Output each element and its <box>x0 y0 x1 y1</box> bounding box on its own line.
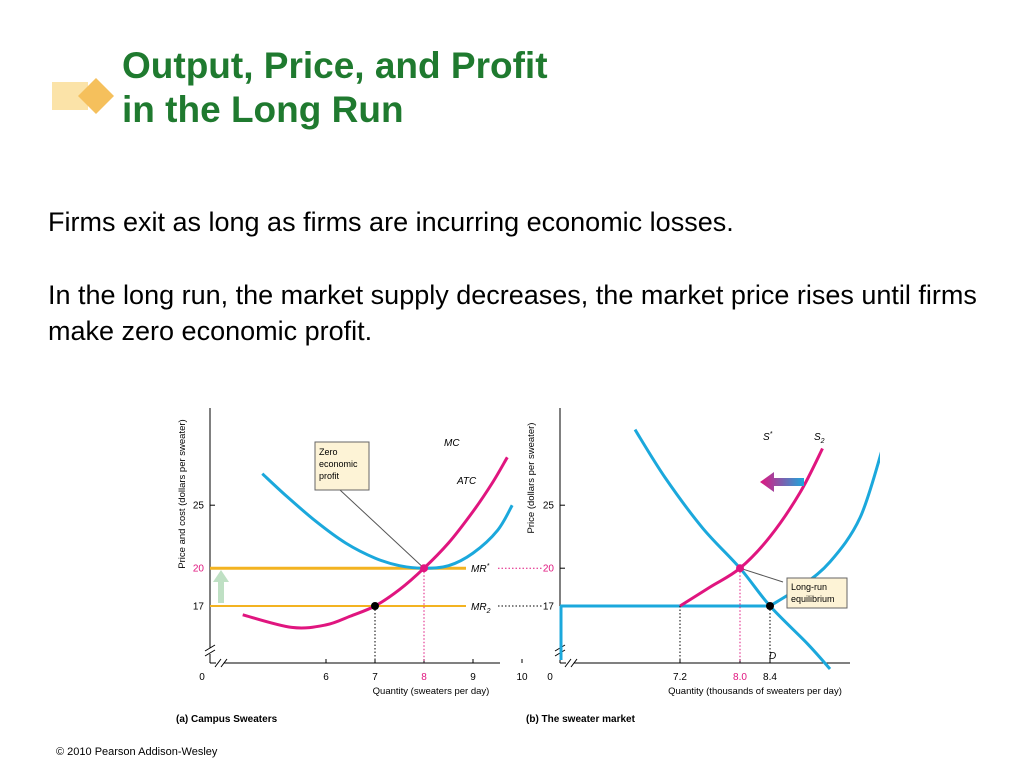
x-tick-label: 7.2 <box>673 672 687 683</box>
y-axis-title: Price and cost (dollars per sweater) <box>177 419 188 568</box>
old-equilibrium-point <box>766 602 774 610</box>
y-tick-label: 25 <box>543 501 555 512</box>
callout-text: economic <box>319 459 358 469</box>
chart-caption: (b) The sweater market <box>526 714 636 725</box>
callout-leader <box>339 489 425 569</box>
mc-curve <box>242 456 509 630</box>
atc-label: ATC <box>456 476 477 487</box>
x-axis-title: Quantity (thousands of sweaters per day) <box>668 686 842 697</box>
initial-equilibrium-point <box>736 564 744 573</box>
shift-left-arrow-icon <box>760 472 804 492</box>
callout-text: Long-run <box>791 582 827 592</box>
callout-text: equilibrium <box>791 594 835 604</box>
x-tick-label: 8.0 <box>733 672 747 683</box>
title-line-2: in the Long Run <box>122 89 404 130</box>
s2-label: S2 <box>814 432 825 445</box>
callout-box <box>786 577 848 609</box>
up-arrow-icon <box>213 570 229 603</box>
y-tick-label: 20 <box>193 564 205 575</box>
chart-caption: (a) Campus Sweaters <box>176 714 278 725</box>
chart-b-sweater-market: 17 20 25 7.2 8.0 8.4 0 S* S2 D Long-run equilibrium… <box>526 408 880 725</box>
mr2-label: MR2 <box>471 602 491 615</box>
callout-box <box>314 441 370 491</box>
callout-leader <box>739 567 784 583</box>
callout-text: profit <box>319 471 340 481</box>
demand-curve <box>633 428 832 670</box>
loss-point <box>371 602 379 610</box>
title-line-1: Output, Price, and Profit <box>122 45 548 86</box>
body-paragraph-1: Firms exit as long as firms are incurrin… <box>48 207 734 237</box>
slide-title: Output, Price, and Profit in the Long Ru… <box>122 44 548 132</box>
callout-text: Zero <box>319 447 338 457</box>
s-star-label: S* <box>763 431 773 443</box>
y-axis-title: Price (dollars per sweater) <box>526 423 537 534</box>
y-tick-label: 25 <box>193 501 205 512</box>
origin-label: 0 <box>199 672 205 683</box>
x-axis-break-icon <box>214 658 228 668</box>
y-tick-label: 17 <box>543 602 555 613</box>
y-tick-label: 17 <box>193 602 205 613</box>
chart-a-campus-sweaters: 17 20 25 6 7 8 9 10 0 MR* MR2 MC ATC Zero economic prof… <box>176 408 542 725</box>
x-axis-break-icon <box>564 658 578 668</box>
x-tick-label: 10 <box>516 672 528 683</box>
mr-star-label: MR* <box>471 563 490 575</box>
supply-s-star-curve <box>679 447 824 608</box>
x-tick-label: 7 <box>372 672 378 683</box>
diamond-bullet-icon <box>52 78 114 114</box>
y-axis-break-icon <box>204 644 216 657</box>
equilibrium-point <box>420 564 428 573</box>
charts-figure: 17 20 25 6 7 8 9 10 0 MR* MR2 MC ATC Zero economic prof… <box>176 408 880 725</box>
d-label: D <box>769 651 776 662</box>
mc-label: MC <box>444 438 460 449</box>
x-tick-label: 9 <box>470 672 476 683</box>
body-paragraph-2: In the long run, the market supply decre… <box>48 280 977 346</box>
y-tick-label: 20 <box>543 564 555 575</box>
x-tick-label: 8.4 <box>763 672 777 683</box>
origin-label: 0 <box>547 672 553 683</box>
x-tick-label: 8 <box>421 672 427 683</box>
copyright-footer: © 2010 Pearson Addison-Wesley <box>56 746 218 758</box>
x-axis-title: Quantity (sweaters per day) <box>373 686 490 697</box>
x-tick-label: 6 <box>323 672 329 683</box>
atc-curve <box>261 472 514 570</box>
